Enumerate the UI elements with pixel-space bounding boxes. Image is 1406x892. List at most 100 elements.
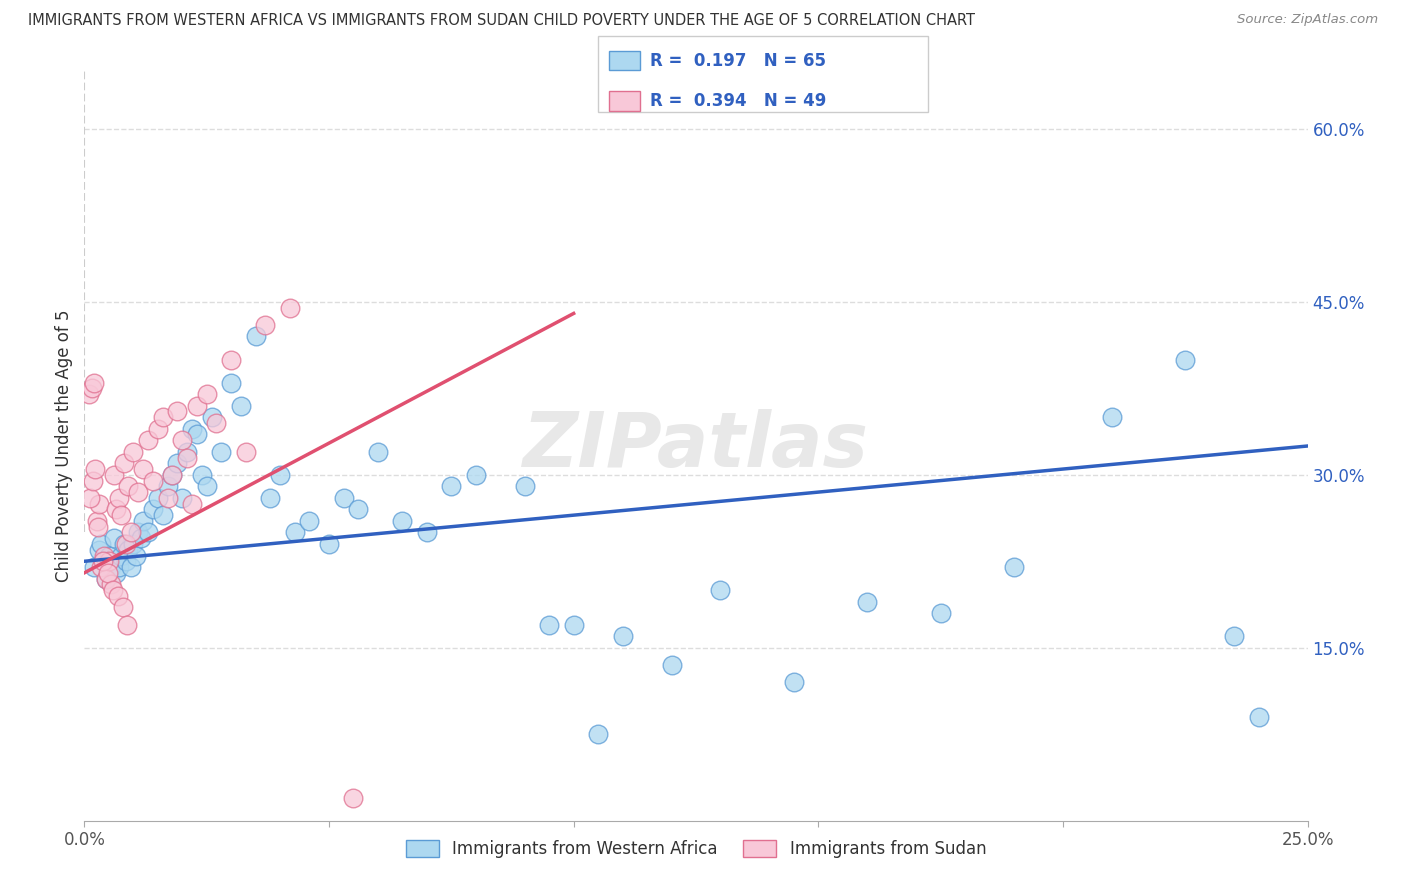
- Point: [269, 467, 291, 482]
- Point: [115, 537, 138, 551]
- Point: [181, 497, 204, 511]
- Point: [97, 566, 120, 580]
- Point: [209, 444, 232, 458]
- Point: [100, 560, 122, 574]
- Point: [117, 479, 139, 493]
- Point: [132, 514, 155, 528]
- Point: [80, 381, 103, 395]
- Point: [929, 606, 952, 620]
- Point: [83, 376, 105, 390]
- Point: [152, 508, 174, 523]
- Point: [235, 444, 257, 458]
- Point: [1101, 410, 1123, 425]
- Point: [464, 467, 486, 482]
- Point: [176, 444, 198, 458]
- Point: [105, 502, 128, 516]
- Point: [90, 537, 112, 551]
- Point: [259, 491, 281, 505]
- Point: [219, 352, 242, 367]
- Point: [129, 531, 152, 545]
- Point: [107, 589, 129, 603]
- Point: [105, 566, 128, 580]
- Point: [1174, 352, 1197, 367]
- Point: [166, 404, 188, 418]
- Point: [342, 790, 364, 805]
- Point: [391, 514, 413, 528]
- Point: [318, 537, 340, 551]
- Point: [284, 525, 307, 540]
- Point: [120, 560, 142, 574]
- Point: [156, 479, 179, 493]
- Point: [79, 491, 101, 505]
- Point: [152, 410, 174, 425]
- Point: [562, 617, 585, 632]
- Point: [97, 554, 120, 568]
- Point: [110, 508, 132, 523]
- Legend: Immigrants from Western Africa, Immigrants from Sudan: Immigrants from Western Africa, Immigran…: [399, 833, 993, 864]
- Point: [347, 502, 370, 516]
- Text: R =  0.394   N = 49: R = 0.394 N = 49: [650, 92, 825, 110]
- Point: [181, 422, 204, 436]
- Point: [172, 491, 194, 505]
- Point: [416, 525, 439, 540]
- Point: [513, 479, 536, 493]
- Point: [117, 617, 139, 632]
- Point: [200, 410, 222, 425]
- Point: [162, 467, 184, 482]
- Point: [186, 399, 208, 413]
- Point: [115, 554, 138, 568]
- Point: [367, 444, 389, 458]
- Point: [612, 629, 634, 643]
- Point: [142, 474, 165, 488]
- Point: [87, 497, 110, 511]
- Point: [122, 444, 145, 458]
- Point: [195, 387, 218, 401]
- Point: [122, 537, 145, 551]
- Y-axis label: Child Poverty Under the Age of 5: Child Poverty Under the Age of 5: [55, 310, 73, 582]
- Point: [84, 462, 107, 476]
- Point: [205, 416, 228, 430]
- Point: [229, 399, 252, 413]
- Point: [103, 467, 125, 482]
- Point: [107, 491, 129, 505]
- Point: [125, 549, 148, 563]
- Point: [117, 542, 139, 557]
- Point: [120, 525, 142, 540]
- Point: [87, 542, 110, 557]
- Point: [86, 514, 108, 528]
- Point: [709, 583, 731, 598]
- Point: [783, 675, 806, 690]
- Text: IMMIGRANTS FROM WESTERN AFRICA VS IMMIGRANTS FROM SUDAN CHILD POVERTY UNDER THE : IMMIGRANTS FROM WESTERN AFRICA VS IMMIGR…: [28, 13, 976, 29]
- Point: [142, 502, 165, 516]
- Point: [195, 479, 218, 493]
- Point: [93, 554, 115, 568]
- Point: [112, 456, 135, 470]
- Point: [127, 525, 149, 540]
- Point: [586, 727, 609, 741]
- Point: [1002, 560, 1025, 574]
- Point: [245, 329, 267, 343]
- Point: [132, 462, 155, 476]
- Point: [77, 387, 100, 401]
- Point: [661, 658, 683, 673]
- Point: [146, 491, 169, 505]
- Point: [162, 467, 184, 482]
- Point: [87, 519, 110, 533]
- Point: [97, 549, 120, 563]
- Point: [91, 554, 114, 568]
- Point: [96, 572, 118, 586]
- Point: [83, 560, 105, 574]
- Point: [100, 577, 122, 591]
- Point: [82, 474, 104, 488]
- Point: [219, 376, 242, 390]
- Point: [103, 531, 125, 545]
- Point: [96, 572, 118, 586]
- Point: [298, 514, 321, 528]
- Point: [1223, 629, 1246, 643]
- Point: [538, 617, 561, 632]
- Text: R =  0.197   N = 65: R = 0.197 N = 65: [650, 52, 825, 70]
- Point: [191, 467, 214, 482]
- Point: [146, 422, 169, 436]
- Point: [254, 318, 277, 332]
- Point: [112, 537, 135, 551]
